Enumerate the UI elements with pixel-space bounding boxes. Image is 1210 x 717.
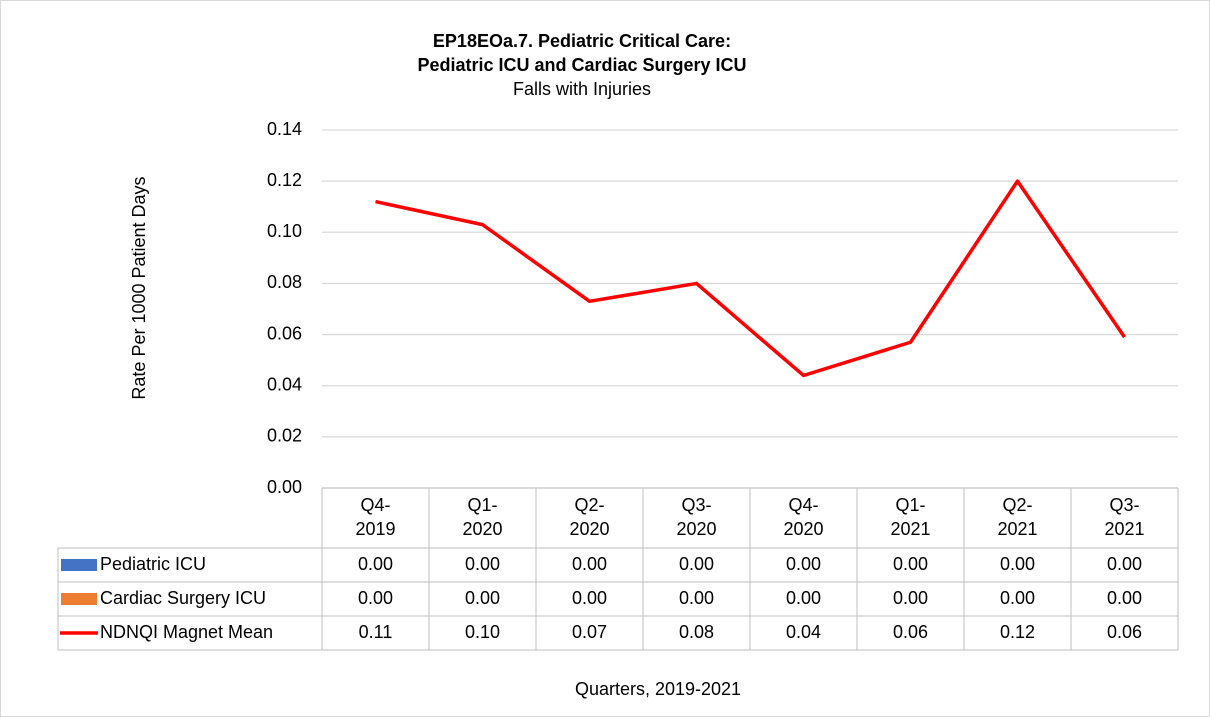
x-axis-label: Quarters, 2019-2021: [575, 679, 741, 699]
table-value: 0.07: [572, 622, 607, 642]
y-tick-label: 0.02: [267, 426, 302, 446]
x-tick-label: Q2-2021: [997, 495, 1037, 539]
y-tick-label: 0.04: [267, 374, 302, 394]
x-tick-label: Q1-2020: [462, 495, 502, 539]
table-value: 0.00: [893, 554, 928, 574]
table-value: 0.06: [893, 622, 928, 642]
table-value: 0.00: [679, 554, 714, 574]
y-tick-label: 0.06: [267, 323, 302, 343]
x-tick-label: Q2-2020: [569, 495, 609, 539]
table-value: 0.00: [786, 554, 821, 574]
line-series: [375, 179, 1126, 378]
x-tick-label: Q3-2020: [676, 495, 716, 539]
y-tick-label: 0.14: [267, 119, 302, 139]
table-value: 0.00: [1000, 554, 1035, 574]
y-tick-label: 0.12: [267, 170, 302, 190]
legend-swatch: [61, 593, 97, 605]
table-value: 0.00: [572, 554, 607, 574]
table-value: 0.00: [465, 554, 500, 574]
chart-subtitle: Falls with Injuries: [513, 79, 651, 99]
table-value: 0.00: [1107, 588, 1142, 608]
table-value: 0.00: [465, 588, 500, 608]
table-value: 0.04: [786, 622, 821, 642]
legend-label: Pediatric ICU: [100, 554, 206, 574]
x-tick-label: Q4-2020: [783, 495, 823, 539]
table-value: 0.06: [1107, 622, 1142, 642]
legend-swatch: [61, 559, 97, 571]
y-tick-label: 0.00: [267, 477, 302, 497]
table-value: 0.00: [1107, 554, 1142, 574]
table-value: 0.00: [1000, 588, 1035, 608]
table-value: 0.00: [358, 554, 393, 574]
table-value: 0.00: [358, 588, 393, 608]
table-value: 0.00: [679, 588, 714, 608]
table-value: 0.00: [786, 588, 821, 608]
table-value: 0.12: [1000, 622, 1035, 642]
y-tick-label: 0.08: [267, 272, 302, 292]
x-tick-label: Q4-2019: [355, 495, 395, 539]
table-value: 0.11: [359, 622, 393, 642]
y-tick-label: 0.10: [267, 221, 302, 241]
x-tick-label: Q1-2021: [890, 495, 930, 539]
x-tick-label: Q3-2021: [1104, 495, 1144, 539]
table-value: 0.00: [893, 588, 928, 608]
chart-title: EP18EOa.7. Pediatric Critical Care:: [433, 31, 731, 51]
table-value: 0.00: [572, 588, 607, 608]
table-value: 0.08: [679, 622, 714, 642]
legend-label: Cardiac Surgery ICU: [100, 588, 266, 608]
y-axis-label: Rate Per 1000 Patient Days: [129, 176, 149, 399]
chart-subtitle-bold: Pediatric ICU and Cardiac Surgery ICU: [417, 55, 746, 75]
table-value: 0.10: [465, 622, 500, 642]
legend-label: NDNQI Magnet Mean: [100, 622, 273, 642]
